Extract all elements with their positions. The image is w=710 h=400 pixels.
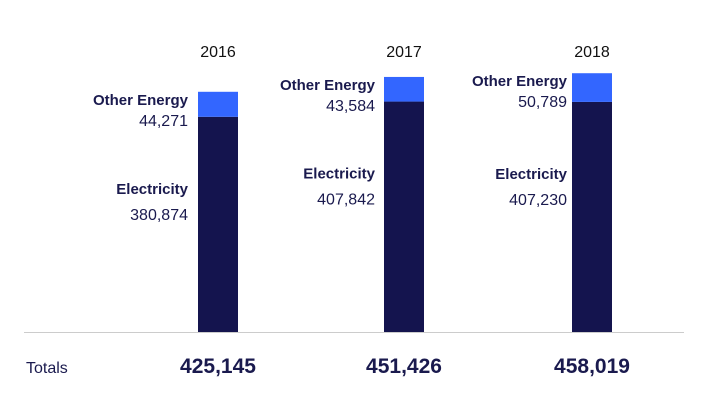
bar-other-energy-2017 — [384, 76, 424, 102]
data-label-electricity-2018: 407,230 — [509, 192, 567, 209]
total-value-2017: 451,426 — [366, 355, 442, 378]
totals-label: Totals — [26, 360, 68, 377]
series-label-electricity-2017: Electricity — [303, 166, 375, 183]
data-label-electricity-2017: 407,842 — [317, 192, 375, 209]
bar-electricity-2016 — [198, 116, 238, 333]
bar-other-energy-2018 — [572, 73, 612, 102]
year-label-2017: 2017 — [386, 44, 422, 61]
data-label-electricity-2016: 380,874 — [130, 207, 188, 224]
series-label-other-energy-2017: Other Energy — [280, 77, 376, 94]
series-label-other-energy-2016: Other Energy — [93, 92, 189, 109]
series-label-electricity-2018: Electricity — [495, 166, 567, 183]
series-label-other-energy-2018: Other Energy — [472, 73, 568, 90]
bar-electricity-2017 — [384, 101, 424, 332]
year-label-2018: 2018 — [574, 44, 610, 61]
bar-electricity-2018 — [572, 101, 612, 333]
year-label-2016: 2016 — [200, 44, 236, 61]
series-label-electricity-2016: Electricity — [116, 181, 188, 198]
total-value-2018: 458,019 — [554, 355, 630, 378]
bar-other-energy-2016 — [198, 91, 238, 117]
data-label-other-energy-2016: 44,271 — [139, 113, 188, 130]
total-value-2016: 425,145 — [180, 355, 256, 378]
data-label-other-energy-2017: 43,584 — [326, 98, 375, 115]
data-label-other-energy-2018: 50,789 — [518, 94, 567, 111]
